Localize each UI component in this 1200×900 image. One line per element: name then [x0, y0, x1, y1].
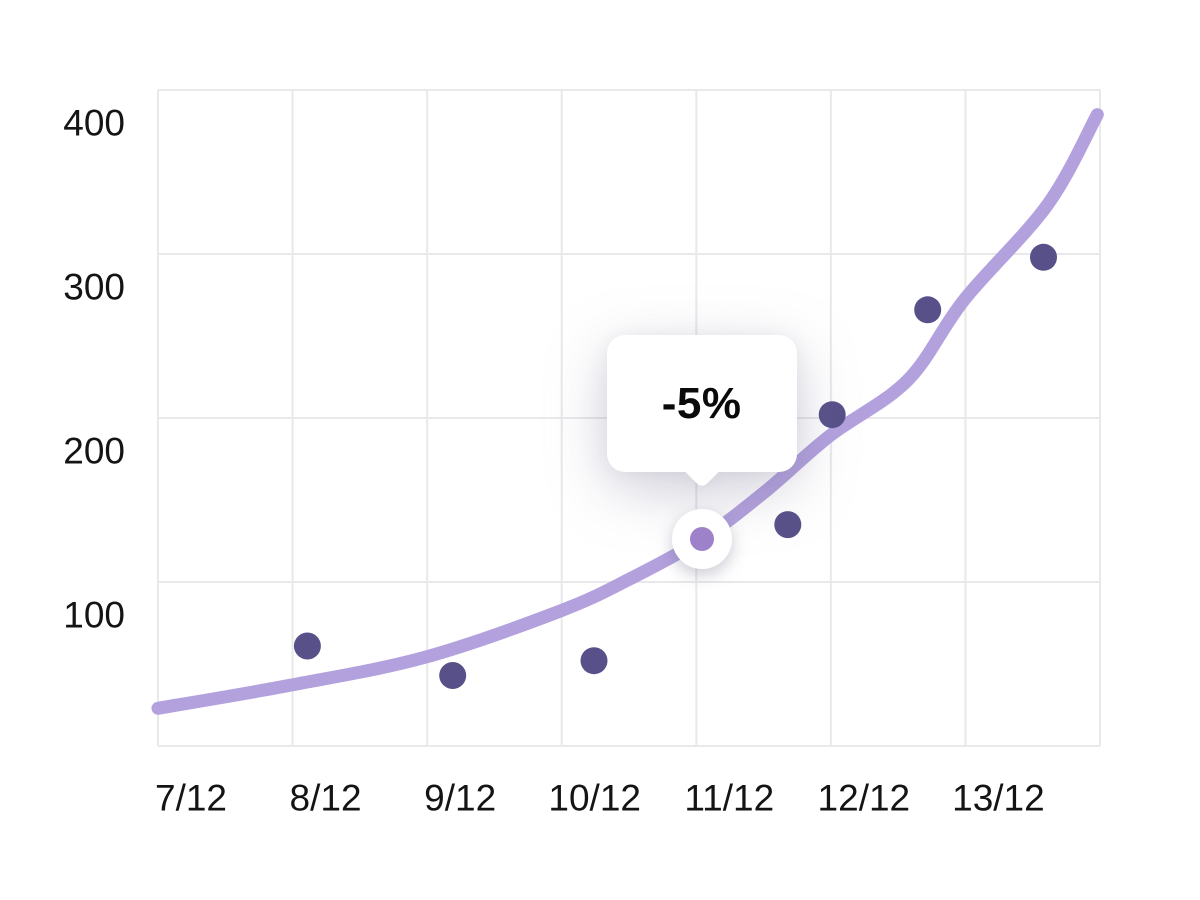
y-tick-label: 200: [63, 430, 125, 472]
x-tick-label: 12/12: [817, 777, 911, 819]
y-tick-label: 300: [63, 266, 125, 308]
tooltip-box: -5%: [606, 335, 797, 473]
y-tick-label: 400: [63, 102, 125, 144]
tooltip-value: -5%: [661, 378, 742, 428]
highlighted-point-marker: [689, 527, 714, 552]
x-tick-label: 9/12: [424, 777, 497, 819]
scatter-point[interactable]: [774, 511, 802, 539]
scatter-point[interactable]: [580, 647, 608, 675]
scatter-point[interactable]: [1030, 243, 1057, 271]
y-tick-label: 100: [63, 594, 125, 636]
scatter-point[interactable]: [914, 296, 942, 324]
x-tick-label: 7/12: [154, 777, 228, 819]
x-tick-label: 11/12: [684, 777, 775, 819]
scatter-point[interactable]: [818, 401, 846, 429]
scatter-point[interactable]: [293, 632, 321, 660]
x-tick-label: 8/12: [289, 777, 362, 819]
x-tick-label: 13/12: [952, 777, 1045, 819]
scatter-point[interactable]: [439, 662, 467, 689]
x-tick-label: 10/12: [548, 777, 641, 819]
tooltip: -5%: [606, 335, 797, 495]
highlighted-point[interactable]: [671, 509, 732, 570]
